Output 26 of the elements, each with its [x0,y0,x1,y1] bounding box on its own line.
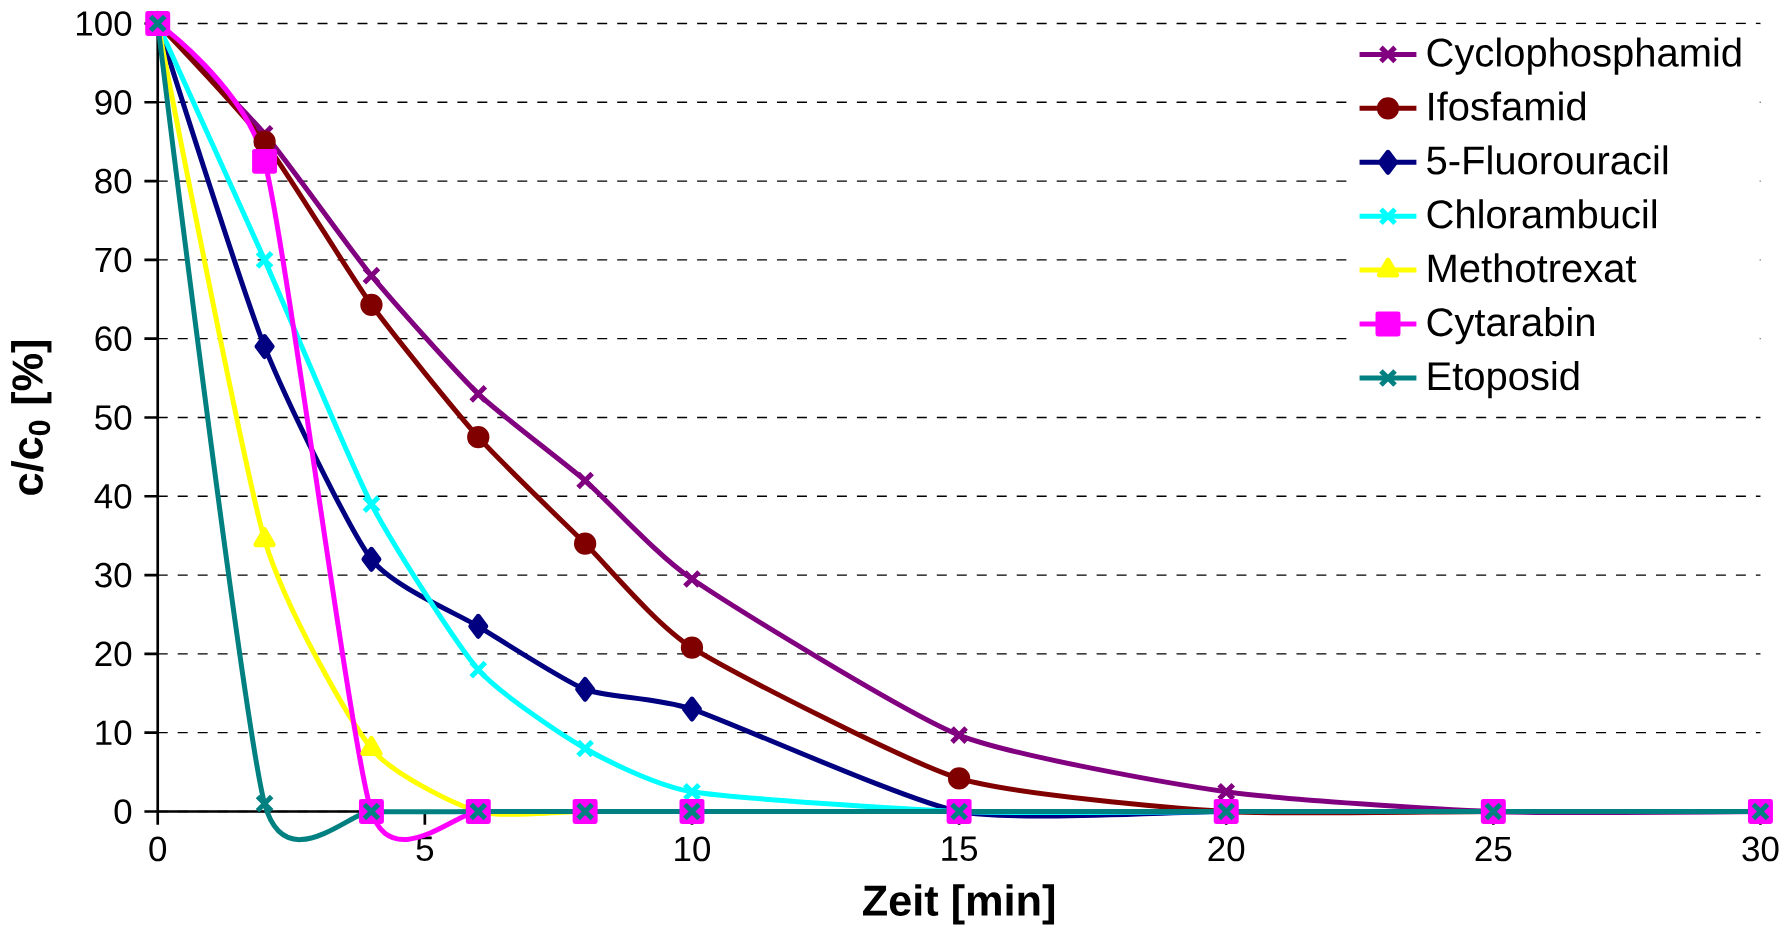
y-tick-label: 60 [95,326,132,352]
x-tick-label: 15 [942,836,978,862]
y-axis-title: c/c$_{0}$ [%] [11,341,52,496]
y-tick-label: 50 [95,405,132,431]
y-tick-label: 70 [95,247,132,273]
x-tick-label: 0 [149,836,167,862]
legend-label: Cytarabin [1427,307,1594,345]
y-tick-label: 0 [114,799,132,825]
legend-label: 5-Fluorouracil [1427,145,1668,175]
x-tick-label: 30 [1742,836,1779,862]
legend-label: Methotrexat [1428,253,1637,283]
x-tick-label: 10 [675,836,711,862]
legend-label: Ifosfamid [1429,91,1586,121]
y-tick-label: 100 [76,11,132,37]
y-tick-label: 20 [95,641,132,667]
legend-label: Cyclophosphamid [1427,37,1741,75]
x-tick-label: 25 [1475,836,1512,862]
y-tick-label: 80 [95,168,132,194]
y-tick-label: 40 [94,484,132,509]
legend-label: Etoposid [1428,361,1579,399]
y-tick-label: 10 [96,720,132,746]
y-tick-label: 30 [95,562,132,588]
y-tick-label: 90 [95,90,132,115]
x-axis-title: Zeit [min] [863,884,1055,925]
x-tick-label: 20 [1208,836,1245,862]
legend-label: Chlorambucil [1427,199,1656,229]
